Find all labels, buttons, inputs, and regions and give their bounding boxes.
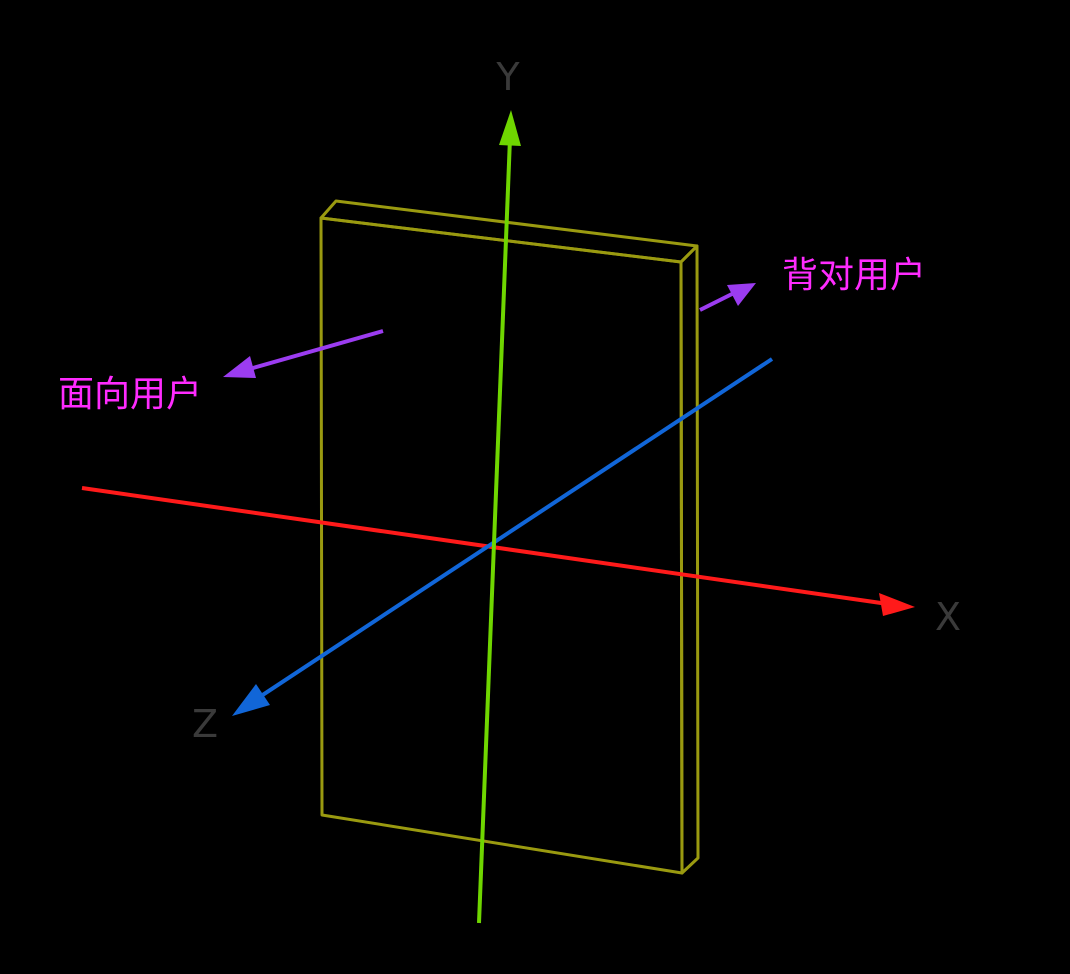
z-axis-line (250, 357, 774, 704)
panel-side-face (679, 244, 700, 875)
y-axis-arrowhead (499, 110, 521, 146)
panel-box (319, 199, 700, 875)
x-axis-label: X (935, 595, 961, 639)
front-callout-arrowhead (223, 356, 256, 378)
z-axis-label: Z (192, 702, 218, 746)
y-axis-line (477, 137, 512, 924)
z-axis-arrowhead (232, 684, 270, 716)
front-callout-label: 面向用户 (58, 374, 202, 415)
back-callout-label: 背对用户 (782, 255, 926, 296)
back-callout-arrow-line (699, 290, 737, 312)
x-axis-arrowhead (879, 593, 915, 616)
back-callout-arrowhead (727, 283, 756, 306)
y-axis-label: Y (495, 55, 520, 99)
front-callout-arrow-line (245, 329, 384, 372)
